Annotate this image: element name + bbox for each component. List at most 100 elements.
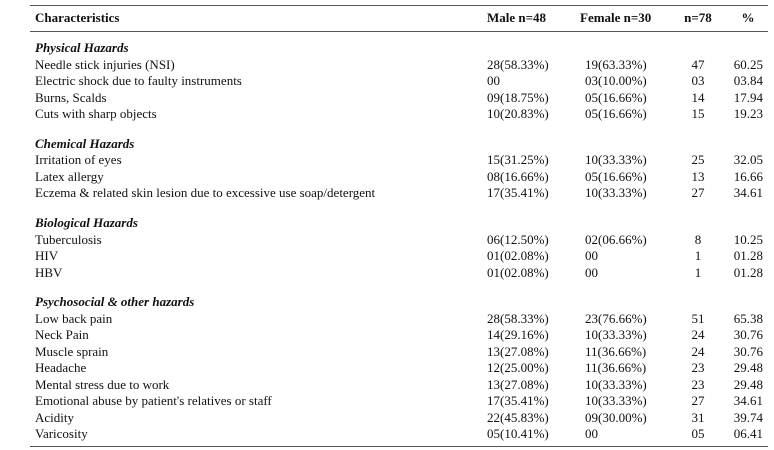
cell-value: 30.76 [733,343,763,359]
cell-value: 60.25 [733,56,763,72]
cell-value: 34.61 [733,185,763,201]
column-header: Male n=48 [487,10,547,25]
cell-value: 05(16.66%) [585,106,647,122]
cell-value: 19.23 [733,106,763,122]
group-title: Psychosocial & other hazards [35,294,195,310]
row-label: Eczema & related skin lesion due to exce… [35,185,376,201]
cell-value: 13(27.08%) [487,376,549,392]
cell-value: 10(20.83%) [487,106,549,122]
cell-value: 01.28 [733,264,763,280]
cell-value: 23 [691,376,705,392]
cell-value: 29.48 [733,360,763,376]
cell-value: 28(58.33%) [487,310,549,326]
cell-value: 16.66 [733,168,763,184]
column-header: Female n=30 [580,10,652,25]
group-title: Physical Hazards [35,40,129,55]
row-label: Muscle sprain [35,343,109,359]
cell-value: 13 [691,168,705,184]
top-rule [30,5,768,6]
row-label: Low back pain [35,310,113,326]
cell-value: 09(18.75%) [487,89,549,105]
cell-value: 51 [691,310,705,326]
cell-value: 32.05 [733,152,763,168]
cell-value: 14 [691,89,705,105]
cell-value: 24 [691,343,705,359]
cell-value: 14(29.16%) [487,327,549,343]
header-rule [30,31,768,32]
cell-value: 1 [694,248,702,264]
cell-value: 05 [691,426,705,442]
row-label: Irritation of eyes [35,152,122,168]
cell-value: 12(25.00%) [487,360,549,376]
row-label: Mental stress due to work [35,376,170,392]
cell-value: 13(27.08%) [487,343,549,359]
row-label: HIV [35,248,59,264]
row-label: Latex allergy [35,168,104,184]
row-label: Acidity [35,409,74,425]
cell-value: 10(33.33%) [585,185,647,201]
cell-value: 23 [691,360,705,376]
cell-value: 34.61 [733,393,763,409]
cell-value: 17(35.41%) [487,393,549,409]
cell-value: 65.38 [733,310,763,326]
cell-value: 27 [691,185,705,201]
cell-value: 10(33.33%) [585,327,647,343]
cell-value: 00 [487,73,500,89]
row-label: Burns, Scalds [35,89,107,105]
cell-value: 17.94 [733,89,763,105]
cell-value: 10(33.33%) [585,376,647,392]
row-label: Headache [35,360,87,376]
cell-value: 06(12.50%) [487,231,549,247]
row-label: Electric shock due to faulty instruments [35,73,242,89]
column-header: % [741,10,755,25]
cell-value: 01(02.08%) [487,248,549,264]
cell-value: 25 [691,152,705,168]
cell-value: 01.28 [733,248,763,264]
cell-value: 10(33.33%) [585,393,647,409]
cell-value: 15(31.25%) [487,152,549,168]
cell-value: 24 [691,327,705,343]
cell-value: 31 [691,409,705,425]
cell-value: 15 [691,106,705,122]
cell-value: 28(58.33%) [487,56,549,72]
cell-value: 23(76.66%) [585,310,647,326]
cell-value: 39.74 [733,409,763,425]
cell-value: 10(33.33%) [585,152,647,168]
row-label: Cuts with sharp objects [35,106,157,122]
cell-value: 05(16.66%) [585,89,647,105]
cell-value: 09(30.00%) [585,409,647,425]
row-label: Varicosity [35,426,88,442]
cell-value: 05(16.66%) [585,168,647,184]
cell-value: 00 [585,264,598,280]
cell-value: 05(10.41%) [487,426,549,442]
cell-value: 03.84 [733,73,763,89]
cell-value: 08(16.66%) [487,168,549,184]
bottom-rule [30,446,768,447]
row-label: Tuberculosis [35,231,102,247]
cell-value: 27 [691,393,705,409]
row-label: Neck Pain [35,327,89,343]
cell-value: 8 [694,231,702,247]
cell-value: 11(36.66%) [585,343,647,359]
cell-value: 00 [585,426,598,442]
cell-value: 29.48 [733,376,763,392]
cell-value: 03 [691,73,705,89]
cell-value: 19(63.33%) [585,56,647,72]
cell-value: 06.41 [733,426,763,442]
cell-value: 11(36.66%) [585,360,647,376]
row-label: HBV [35,264,63,280]
cell-value: 22(45.83%) [487,409,549,425]
cell-value: 01(02.08%) [487,264,549,280]
cell-value: 03(10.00%) [585,73,647,89]
cell-value: 30.76 [733,327,763,343]
row-label: Emotional abuse by patient's relatives o… [35,393,272,409]
cell-value: 47 [691,56,705,72]
row-label: Needle stick injuries (NSI) [35,56,175,72]
cell-value: 17(35.41%) [487,185,549,201]
cell-value: 02(06.66%) [585,231,647,247]
cell-value: 1 [694,264,702,280]
cell-value: 10.25 [733,231,763,247]
column-header: n=78 [684,10,712,25]
group-title: Chemical Hazards [35,135,135,151]
